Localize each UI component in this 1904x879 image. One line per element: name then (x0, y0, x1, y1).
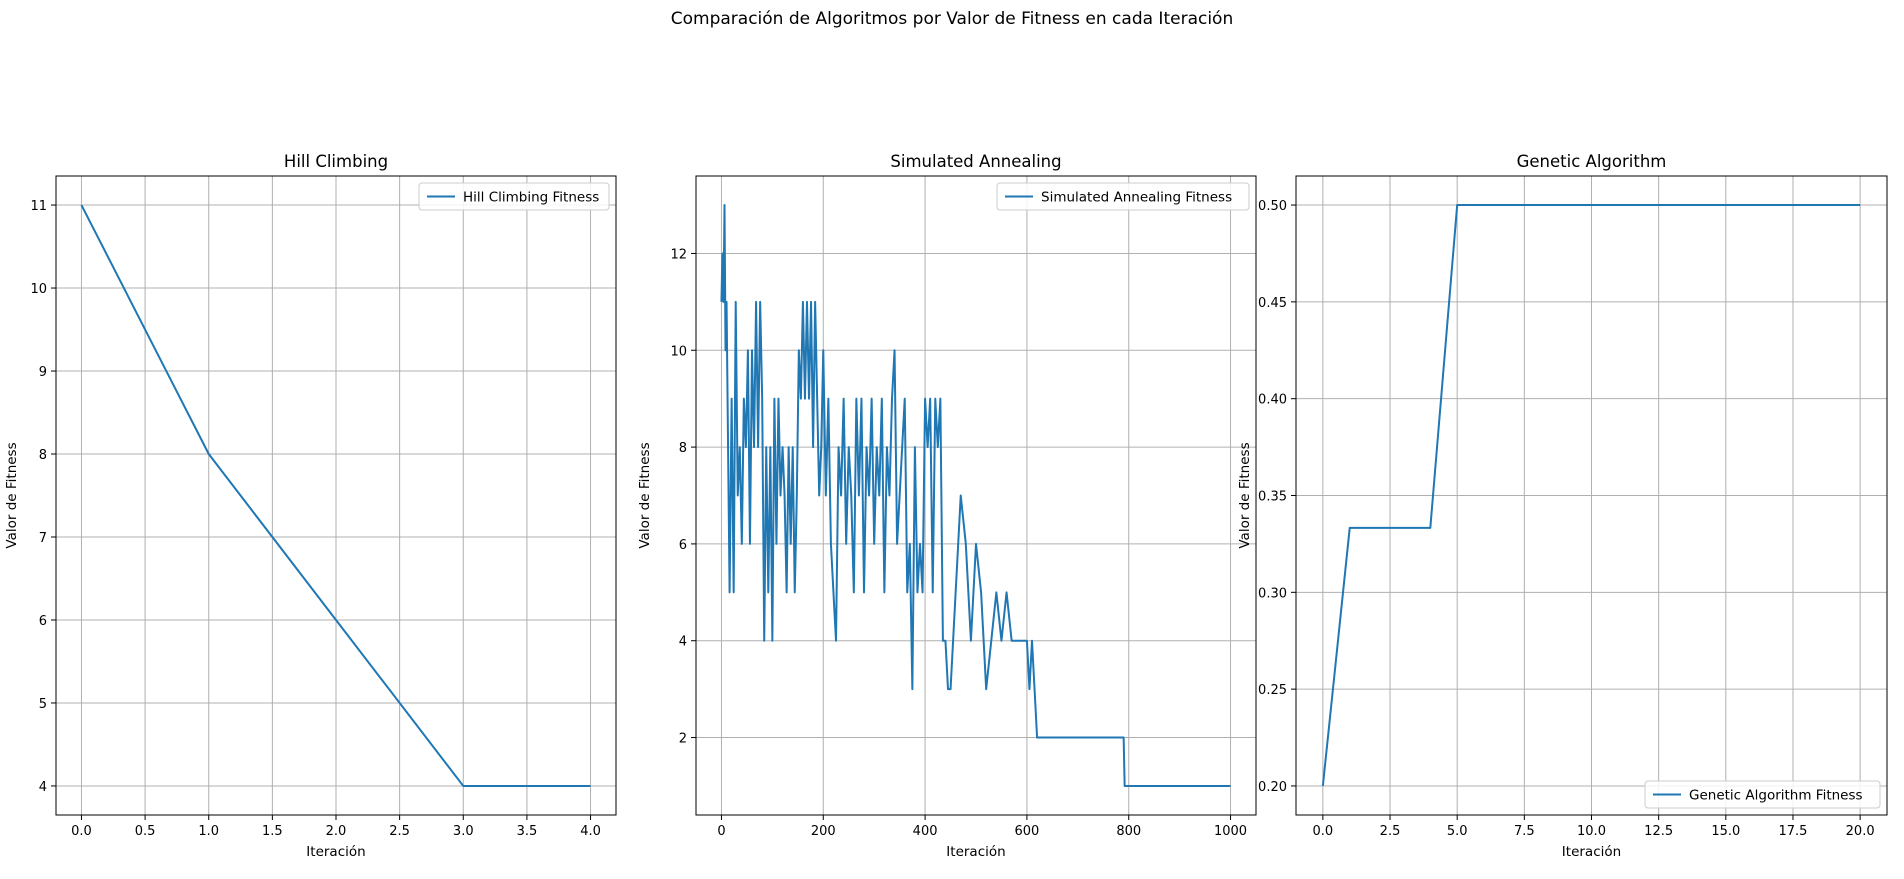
y-tick-label: 8 (679, 441, 687, 456)
y-tick-label: 0.25 (1258, 683, 1287, 698)
x-tick-label: 2.5 (1380, 824, 1401, 839)
x-axis-label: Iteración (946, 844, 1005, 860)
y-tick-label: 0.20 (1258, 780, 1287, 795)
x-tick-label: 1000 (1214, 824, 1247, 839)
y-tick-label: 8 (39, 448, 47, 463)
y-axis-label: Valor de Fitness (637, 442, 653, 548)
x-axis-label: Iteración (1562, 844, 1621, 860)
y-tick-label: 4 (679, 635, 687, 650)
y-tick-label: 0.50 (1258, 199, 1287, 214)
legend-label: Simulated Annealing Fitness (1041, 190, 1232, 206)
x-axis-label: Iteración (306, 844, 365, 860)
x-tick-label: 20.0 (1846, 824, 1875, 839)
y-tick-label: 5 (39, 697, 47, 712)
y-tick-label: 4 (39, 780, 47, 795)
x-tick-label: 5.0 (1447, 824, 1468, 839)
legend: Hill Climbing Fitness (418, 182, 610, 211)
subplot-title: Hill Climbing (284, 152, 388, 171)
legend-box (418, 182, 610, 211)
x-tick-label: 15.0 (1711, 824, 1740, 839)
y-tick-label: 0.35 (1258, 490, 1287, 505)
legend-label: Genetic Algorithm Fitness (1689, 788, 1863, 804)
subplot-title: Genetic Algorithm (1517, 152, 1667, 171)
x-tick-label: 4.0 (580, 824, 601, 839)
series-line-1 (720, 204, 1231, 787)
x-tick-label: 1.0 (198, 824, 219, 839)
legend-box (996, 182, 1250, 211)
x-tick-label: 0 (717, 824, 725, 839)
x-tick-label: 600 (1014, 824, 1039, 839)
x-tick-label: 800 (1116, 824, 1141, 839)
x-tick-label: 7.5 (1514, 824, 1535, 839)
legend-box (1644, 780, 1881, 809)
x-tick-label: 3.0 (453, 824, 474, 839)
x-tick-label: 12.5 (1644, 824, 1673, 839)
y-tick-label: 0.30 (1258, 586, 1287, 601)
y-axis-label: Valor de Fitness (4, 442, 20, 548)
x-tick-label: 200 (811, 824, 836, 839)
x-tick-label: 0.0 (1313, 824, 1334, 839)
y-tick-label: 10 (670, 344, 687, 359)
x-tick-label: 3.5 (517, 824, 538, 839)
series-line-1 (80, 204, 591, 787)
y-tick-label: 11 (30, 199, 47, 214)
x-tick-label: 400 (913, 824, 938, 839)
axes-frame (695, 175, 1257, 816)
series-line-1 (1321, 204, 1861, 787)
y-tick-label: 6 (679, 538, 687, 553)
y-tick-label: 12 (670, 247, 687, 262)
y-tick-label: 9 (39, 365, 47, 380)
y-tick-label: 0.45 (1258, 296, 1287, 311)
x-tick-label: 2.5 (389, 824, 410, 839)
legend: Simulated Annealing Fitness (996, 182, 1250, 211)
legend: Genetic Algorithm Fitness (1644, 780, 1881, 809)
y-tick-label: 7 (39, 531, 47, 546)
y-tick-label: 6 (39, 614, 47, 629)
subplot-3: 0.0 2.5 5.0 7.5 10.0 12.5 15.0 17.5 20.0 0.20 0.25… (1237, 152, 1888, 860)
y-tick-label: 2 (679, 732, 687, 747)
y-tick-label: 0.40 (1258, 393, 1287, 408)
x-tick-label: 0.5 (135, 824, 156, 839)
x-tick-label: 2.0 (326, 824, 347, 839)
subplot-2: 0 200 400 600 800 1000 2 4 6 8 10 12 Simulated Annea… (637, 152, 1257, 860)
subplot-1: 0.0 0.5 1.0 1.5 2.0 2.5 3.0 3.5 4.0 4 5 6 7 8 9 10 11 Hil… (4, 152, 617, 860)
y-axis-label: Valor de Fitness (1237, 442, 1253, 548)
y-tick-label: 10 (30, 282, 47, 297)
x-tick-label: 10.0 (1577, 824, 1606, 839)
legend-label: Hill Climbing Fitness (463, 190, 599, 206)
subplot-title: Simulated Annealing (890, 152, 1061, 171)
figure-suptitle: Comparación de Algoritmos por Valor de F… (671, 9, 1233, 29)
x-tick-label: 1.5 (262, 824, 283, 839)
x-tick-label: 17.5 (1779, 824, 1808, 839)
x-tick-label: 0.0 (71, 824, 92, 839)
